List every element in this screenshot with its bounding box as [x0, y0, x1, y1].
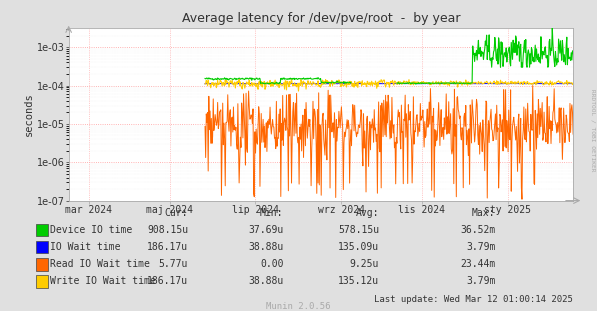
Text: 908.15u: 908.15u — [147, 225, 188, 235]
Title: Average latency for /dev/pve/root  -  by year: Average latency for /dev/pve/root - by y… — [181, 12, 460, 26]
Text: 23.44m: 23.44m — [460, 259, 496, 269]
Text: Munin 2.0.56: Munin 2.0.56 — [266, 301, 331, 310]
Text: 38.88u: 38.88u — [248, 242, 284, 252]
Text: Read IO Wait time: Read IO Wait time — [50, 259, 150, 269]
Text: Min:: Min: — [260, 208, 284, 218]
Text: Cur:: Cur: — [165, 208, 188, 218]
Text: 36.52m: 36.52m — [460, 225, 496, 235]
Text: Avg:: Avg: — [356, 208, 379, 218]
Text: 578.15u: 578.15u — [338, 225, 379, 235]
Y-axis label: seconds: seconds — [24, 92, 33, 136]
Text: 5.77u: 5.77u — [159, 259, 188, 269]
Text: 38.88u: 38.88u — [248, 276, 284, 286]
Text: 0.00: 0.00 — [260, 259, 284, 269]
Text: 135.12u: 135.12u — [338, 276, 379, 286]
Text: 3.79m: 3.79m — [466, 276, 496, 286]
Text: 37.69u: 37.69u — [248, 225, 284, 235]
Text: 9.25u: 9.25u — [350, 259, 379, 269]
Text: RRDTOOL / TOBI OETIKER: RRDTOOL / TOBI OETIKER — [590, 89, 595, 172]
Text: 186.17u: 186.17u — [147, 242, 188, 252]
Text: IO Wait time: IO Wait time — [50, 242, 121, 252]
Text: Last update: Wed Mar 12 01:00:14 2025: Last update: Wed Mar 12 01:00:14 2025 — [374, 295, 573, 304]
Text: Device IO time: Device IO time — [50, 225, 133, 235]
Text: 3.79m: 3.79m — [466, 242, 496, 252]
Text: 186.17u: 186.17u — [147, 276, 188, 286]
Text: Write IO Wait time: Write IO Wait time — [50, 276, 156, 286]
Text: Max:: Max: — [472, 208, 496, 218]
Text: 135.09u: 135.09u — [338, 242, 379, 252]
